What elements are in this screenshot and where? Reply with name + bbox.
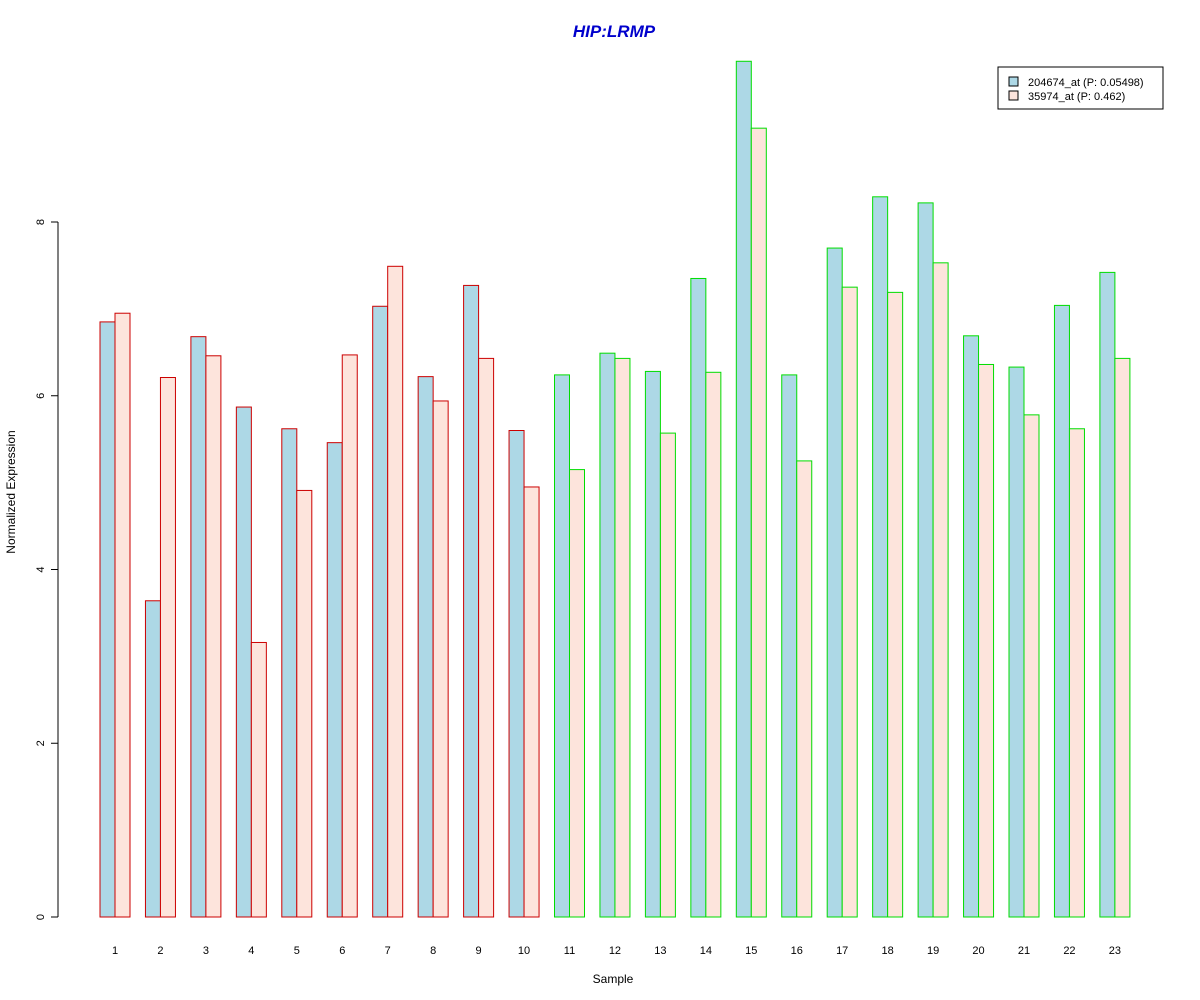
x-axis-label: Sample: [593, 972, 634, 986]
bar-series-1-sample-12: [599, 352, 616, 918]
bar-series-2-sample-16: [796, 460, 813, 918]
x-tick-label-3: 3: [203, 945, 209, 957]
x-tick-label-2: 2: [157, 945, 163, 957]
bar-series-1-sample-8: [417, 376, 434, 918]
bar-series-1-sample-7: [372, 305, 389, 918]
bar-series-1-sample-3: [190, 336, 207, 918]
bar-series-1-sample-19: [917, 202, 934, 918]
bar-series-1-sample-14: [690, 277, 707, 918]
bar-series-2-sample-18: [887, 291, 904, 918]
bar-series-2-sample-14: [705, 371, 722, 918]
bar-series-2-sample-7: [387, 265, 404, 918]
x-tick-label-12: 12: [609, 945, 621, 957]
bar-series-2-sample-21: [1023, 414, 1040, 918]
x-tick-label-22: 22: [1063, 945, 1075, 957]
bars-layer: [99, 60, 1131, 918]
bar-series-2-sample-3: [205, 355, 222, 918]
bar-series-2-sample-12: [614, 357, 631, 918]
bar-series-2-sample-13: [659, 432, 676, 918]
bar-series-2-sample-20: [978, 363, 995, 918]
x-tick-label-20: 20: [972, 945, 984, 957]
bar-series-2-sample-6: [341, 354, 358, 918]
bar-series-1-sample-9: [463, 284, 480, 918]
x-tick-label-16: 16: [791, 945, 803, 957]
x-tick-label-8: 8: [430, 945, 436, 957]
x-tick-label-11: 11: [564, 945, 575, 957]
bar-series-2-sample-22: [1068, 428, 1085, 918]
x-tick-label-5: 5: [294, 945, 300, 957]
x-tick-label-6: 6: [339, 945, 345, 957]
bar-series-2-sample-15: [750, 127, 767, 918]
y-tick-label-4: 4: [35, 566, 47, 572]
bar-series-1-sample-22: [1053, 304, 1070, 918]
x-tick-label-19: 19: [927, 945, 939, 957]
bar-series-1-sample-16: [781, 374, 798, 918]
x-tick-label-10: 10: [518, 945, 530, 957]
x-tick-label-15: 15: [745, 945, 757, 957]
y-tick-label-2: 2: [35, 740, 47, 746]
bar-series-2-sample-8: [432, 400, 449, 918]
x-tick-label-1: 1: [112, 945, 118, 957]
y-tick-label-8: 8: [35, 219, 47, 225]
bar-series-2-sample-9: [478, 357, 495, 918]
bar-series-2-sample-2: [159, 377, 176, 918]
x-tick-label-14: 14: [700, 945, 712, 957]
x-tick-label-13: 13: [654, 945, 666, 957]
y-axis: 0 2 4 6 8: [35, 219, 59, 920]
bar-series-2-sample-1: [114, 312, 131, 918]
x-tick-label-23: 23: [1109, 945, 1121, 957]
bar-series-1-sample-10: [508, 430, 525, 918]
legend-box: [997, 66, 1164, 110]
bar-series-1-sample-5: [281, 428, 298, 918]
x-tick-label-17: 17: [836, 945, 848, 957]
x-tick-label-18: 18: [882, 945, 894, 957]
bar-series-1-sample-23: [1099, 271, 1116, 918]
y-axis-label: Normalized Expression: [4, 430, 18, 553]
x-axis: 1 2 3 4 5 6 7 8 9 10 11 12 13 14 15 16 17 18 19 20 21 22 23: [112, 945, 1121, 957]
bar-series-2-sample-23: [1114, 357, 1131, 918]
bar-series-1-sample-6: [326, 442, 343, 918]
y-tick-label-6: 6: [35, 393, 47, 399]
legend: 204674_at (P: 0.05498) 35974_at (P: 0.46…: [997, 66, 1164, 110]
bar-series-1-sample-11: [554, 374, 570, 918]
bar-series-1-sample-1: [99, 321, 116, 918]
bar-series-1-sample-21: [1008, 366, 1025, 918]
bar-series-1-sample-2: [144, 600, 161, 918]
bar-series-2-sample-17: [841, 286, 858, 918]
bar-series-1-sample-17: [826, 247, 843, 918]
bar-series-1-sample-18: [872, 196, 889, 918]
legend-label-series-2: 35974_at (P: 0.462): [1028, 91, 1125, 103]
bar-series-1-sample-4: [235, 406, 252, 918]
bar-series-1-sample-20: [963, 335, 980, 918]
x-tick-label-7: 7: [385, 945, 391, 957]
legend-swatch-series-1: [1008, 76, 1019, 87]
bar-series-2-sample-10: [523, 486, 540, 918]
bar-series-2-sample-11: [569, 469, 585, 918]
chart-title: HIP:LRMP: [573, 22, 656, 41]
x-tick-label-21: 21: [1018, 945, 1030, 957]
y-tick-label-0: 0: [35, 914, 47, 920]
bar-series-2-sample-4: [250, 641, 267, 918]
bar-series-1-sample-13: [644, 370, 661, 918]
bar-series-2-sample-5: [296, 489, 313, 918]
bar-series-1-sample-15: [735, 60, 752, 918]
bar-series-2-sample-19: [932, 262, 949, 918]
legend-label-series-1: 204674_at (P: 0.05498): [1028, 77, 1144, 89]
x-tick-label-4: 4: [248, 945, 254, 957]
x-tick-label-9: 9: [476, 945, 482, 957]
legend-swatch-series-2: [1008, 90, 1019, 101]
